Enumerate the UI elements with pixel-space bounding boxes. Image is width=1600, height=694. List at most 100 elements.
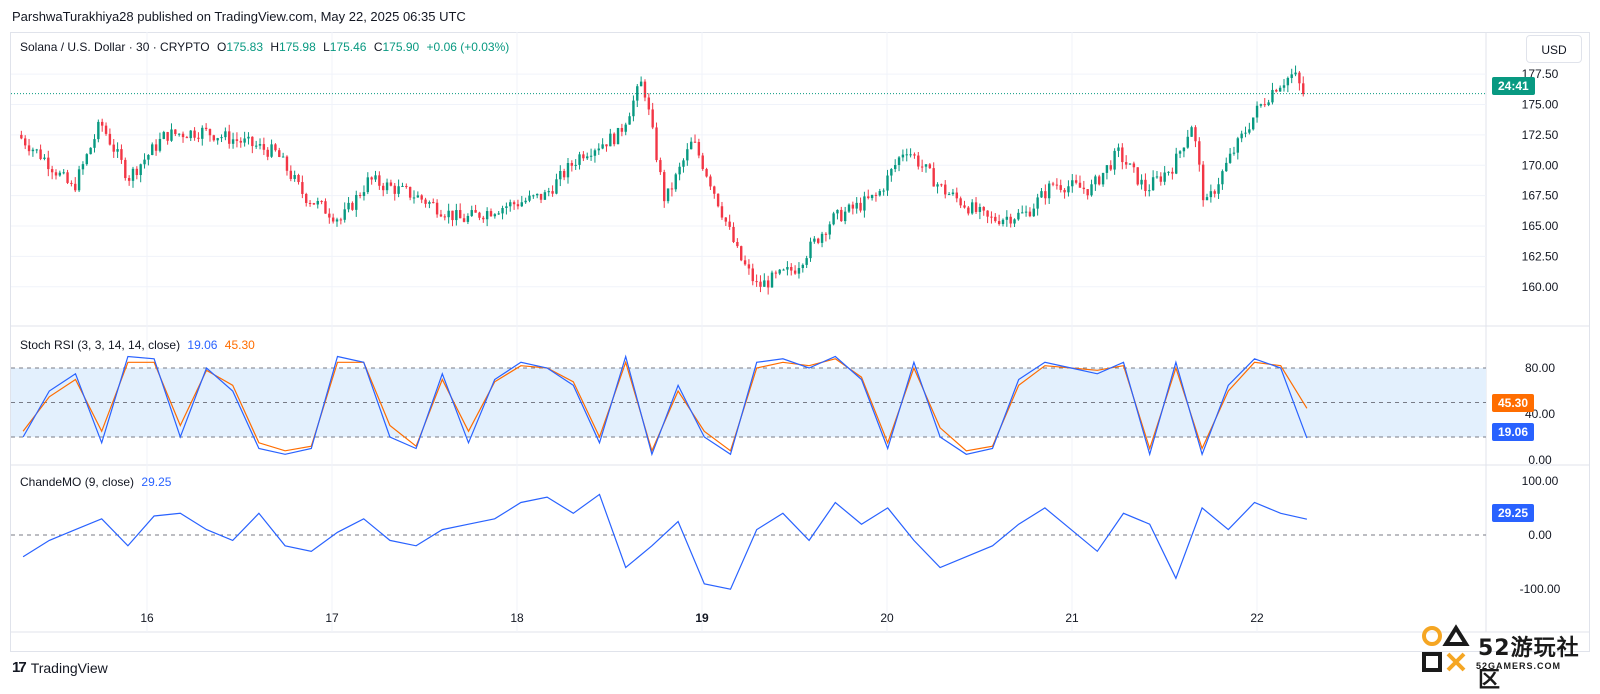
candle-body (847, 204, 851, 212)
candle-body (204, 127, 208, 130)
footer-brand[interactable]: 17 TradingView (12, 655, 108, 681)
candle-body (782, 269, 785, 271)
candle-body (1209, 191, 1213, 198)
candle-body (878, 191, 881, 196)
candle-body (705, 169, 708, 177)
candle-body (489, 211, 493, 217)
candle-body (335, 219, 339, 222)
candle-body (1186, 136, 1189, 148)
candle-body (274, 144, 277, 151)
candle-body (1040, 191, 1043, 198)
candle-body (39, 149, 42, 159)
candle-body (50, 169, 54, 173)
candle-body (93, 139, 96, 148)
candle-body (81, 164, 85, 170)
candle-body (1005, 216, 1009, 220)
candle-body (289, 170, 293, 179)
close-value: 175.90 (382, 40, 420, 54)
stoch-d-tag: 45.30 (1492, 394, 1535, 412)
candle-body (462, 218, 466, 222)
candle-body (278, 150, 281, 157)
candle-body (193, 130, 196, 138)
candle-body (659, 160, 662, 173)
candle-body (951, 192, 955, 195)
high-label: H (270, 40, 280, 54)
candle-body (870, 194, 874, 199)
candle-body (632, 100, 635, 117)
candle-body (239, 140, 242, 143)
candle-body (401, 185, 404, 187)
candle-body (863, 196, 866, 211)
candle-body (539, 193, 543, 200)
candle-body (693, 141, 697, 143)
candle-body (932, 168, 935, 187)
candle-body (867, 196, 870, 199)
candle-body (928, 164, 932, 169)
stoch-label: Stoch RSI (3, 3, 14, 14, close) (20, 338, 181, 352)
candle-body (886, 175, 889, 191)
candle-body (743, 260, 747, 265)
candle-body (566, 163, 570, 178)
candle-body (131, 168, 135, 181)
candle-body (116, 149, 119, 152)
chart-frame[interactable] (10, 32, 1590, 652)
stoch-axis-label: 0.00 (1528, 453, 1552, 467)
candle-body (936, 184, 939, 187)
candle-body (166, 132, 169, 141)
candle-body (412, 197, 416, 199)
cmo-axis-label: 100.00 (1522, 474, 1559, 488)
candle-body (901, 154, 905, 158)
candle-body (578, 154, 581, 165)
candle-body (793, 270, 797, 274)
stoch-axis-label: 80.00 (1525, 361, 1555, 375)
candle-body (385, 182, 389, 191)
candle-body (701, 155, 704, 170)
candle-body (732, 226, 735, 242)
candle-body (89, 147, 92, 155)
candle-body (1232, 152, 1236, 154)
time-axis-label: 16 (140, 611, 154, 625)
candle-body (1128, 163, 1132, 165)
stoch-k-tag: 19.06 (1492, 423, 1535, 441)
candle-body (1171, 171, 1174, 174)
candle-body (197, 137, 200, 139)
candle-body (127, 178, 131, 181)
candle-body (1248, 129, 1251, 133)
candle-body (1047, 183, 1051, 199)
candle-body (374, 175, 377, 180)
candle-body (713, 186, 716, 194)
candle-body (905, 154, 908, 156)
candle-body (840, 209, 843, 222)
candle-body (316, 201, 319, 205)
currency-button[interactable]: USD (1526, 35, 1582, 63)
candle-body (1078, 182, 1082, 188)
candle-body (528, 195, 531, 201)
candle-body (605, 144, 608, 147)
candle-body (31, 149, 35, 152)
candle-body (1252, 117, 1255, 130)
candle-body (1001, 219, 1005, 225)
candle-body (451, 210, 454, 221)
candle-body (220, 137, 223, 139)
candle-body (1013, 219, 1016, 224)
open-label: O (216, 40, 227, 54)
candle-body (47, 157, 50, 170)
candle-body (174, 129, 177, 135)
candle-body (1302, 83, 1305, 95)
candle-body (177, 133, 181, 135)
candle-body (432, 202, 435, 204)
candle-body (1294, 72, 1297, 75)
candle-body (728, 221, 731, 227)
candle-body (512, 202, 516, 205)
candle-body (189, 130, 192, 139)
candle-body (1267, 102, 1270, 106)
candle-body (474, 210, 477, 213)
candle-body (447, 210, 450, 218)
candle-body (832, 213, 835, 225)
candle-body (201, 127, 204, 139)
candle-body (682, 160, 685, 167)
candle-body (813, 238, 816, 242)
candle-body (955, 192, 958, 199)
stoch-k-line (22, 354, 1308, 457)
